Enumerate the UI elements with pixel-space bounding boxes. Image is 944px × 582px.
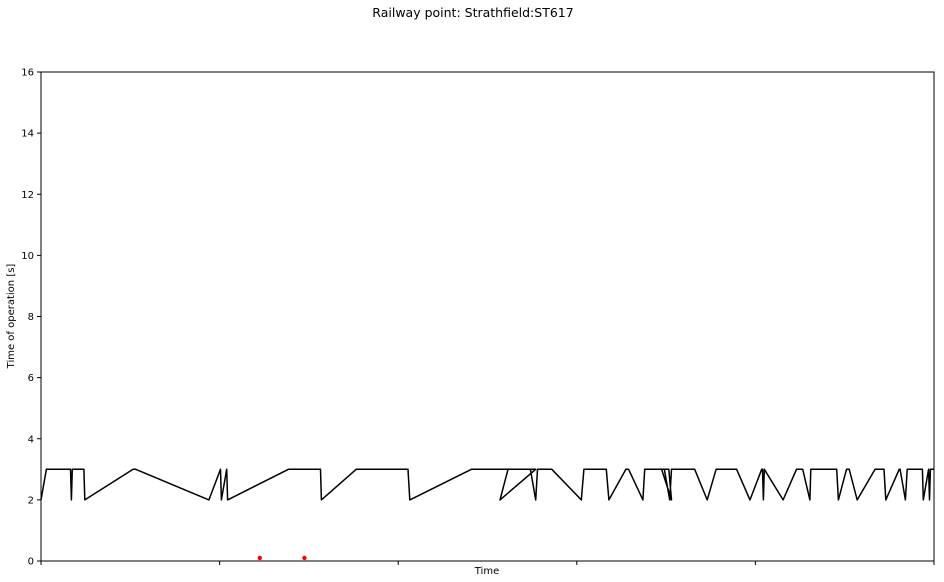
x-axis (40, 561, 935, 565)
y-tick-label: 8 (28, 312, 34, 323)
plot-frame (40, 71, 935, 562)
data-point (257, 555, 262, 561)
y-tick-label: 10 (21, 251, 34, 262)
plot-area (40, 468, 934, 561)
data-point (302, 555, 307, 561)
y-tick-label: 6 (28, 373, 34, 384)
chart-title: Railway point: Strathfield:ST617 (372, 5, 573, 20)
y-axis-label: Time of operation [s] (6, 264, 17, 370)
y-tick-label: 12 (21, 190, 34, 201)
y-tick-label: 14 (21, 129, 34, 140)
y-tick-label: 2 (28, 495, 34, 506)
x-axis-label: Time (474, 566, 499, 577)
y-tick-label: 0 (28, 557, 34, 568)
y-tick-label: 4 (28, 434, 34, 445)
y-axis: 0 2 4 6 8 10 12 14 16 (21, 68, 41, 568)
y-tick-label: 16 (21, 68, 34, 79)
series-line (40, 468, 934, 501)
